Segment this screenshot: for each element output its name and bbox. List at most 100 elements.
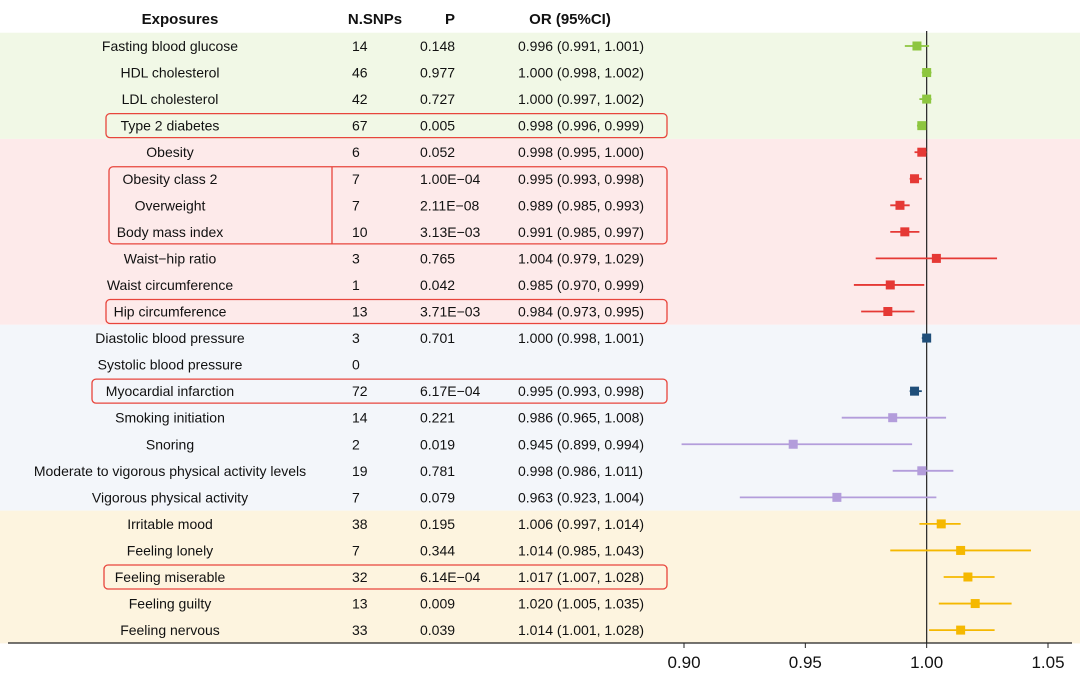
table-row: Moderate to vigorous physical activity l…: [34, 463, 643, 479]
point-estimate: [963, 572, 973, 582]
table-row: LDL cholesterol 42 0.727 1.000 (0.997, 1.00…: [122, 91, 644, 107]
header-or: OR (95%CI): [529, 11, 611, 28]
cell-p: 0.977: [420, 65, 455, 81]
point-estimate: [895, 200, 905, 210]
table-row: Diastolic blood pressure 3 0.701 1.000 (0.9…: [95, 330, 644, 346]
point-estimate: [885, 280, 895, 290]
cell-nsnps: 7: [352, 197, 360, 213]
table-rows: Fasting blood glucose 14 0.148 0.996 (0.991…: [34, 38, 644, 638]
cell-p: 0.344: [420, 542, 455, 558]
cell-p: 3.71E−03: [420, 304, 481, 320]
table-row: Feeling nervous 33 0.039 1.014 (1.001, 1.02…: [120, 622, 644, 638]
cell-nsnps: 2: [352, 436, 360, 452]
cell-or: 0.996 (0.991, 1.001): [518, 38, 644, 54]
header-exposures: Exposures: [142, 11, 219, 28]
table-row: Feeling guilty 13 0.009 1.020 (1.005, 1.035…: [129, 596, 644, 612]
cell-nsnps: 10: [352, 224, 368, 240]
cell-or: 1.020 (1.005, 1.035): [518, 596, 644, 612]
cell-nsnps: 42: [352, 91, 368, 107]
point-estimate: [970, 599, 980, 609]
point-estimate: [788, 439, 798, 449]
cell-nsnps: 1: [352, 277, 360, 293]
cell-nsnps: 14: [352, 38, 368, 54]
table-row: Waist circumference 1 0.042 0.985 (0.970, 0…: [107, 277, 644, 293]
cell-nsnps: 32: [352, 569, 368, 585]
cell-p: 0.042: [420, 277, 455, 293]
cell-nsnps: 46: [352, 65, 368, 81]
point-estimate: [883, 307, 893, 316]
cell-p: 0.221: [420, 410, 455, 426]
point-estimate: [917, 466, 927, 476]
cell-exposure: Type 2 diabetes: [121, 118, 220, 134]
cell-p: 0.148: [420, 38, 455, 54]
cell-or: 0.995 (0.993, 0.998): [518, 171, 644, 187]
cell-p: 0.195: [420, 516, 455, 532]
cell-p: 6.14E−04: [420, 569, 481, 585]
table-row: Feeling lonely 7 0.344 1.014 (0.985, 1.043): [127, 542, 644, 558]
point-estimate: [917, 121, 927, 131]
table-row: Snoring 2 0.019 0.945 (0.899, 0.994): [146, 436, 644, 452]
table-row: Hip circumference 13 3.71E−03 0.984 (0.973,…: [114, 304, 645, 320]
cell-or: 1.014 (1.001, 1.028): [518, 622, 644, 638]
highlight-box: [105, 113, 668, 139]
highlight-box: [105, 298, 668, 325]
point-estimate: [910, 174, 920, 184]
table-row: Vigorous physical activity 7 0.079 0.963 (0…: [92, 489, 644, 505]
point-estimate: [912, 41, 922, 51]
point-estimate: [832, 492, 842, 502]
cell-p: 6.17E−04: [420, 383, 481, 399]
cell-exposure: Hip circumference: [114, 304, 227, 320]
point-estimate: [917, 147, 927, 157]
cell-p: 0.052: [420, 144, 455, 160]
cell-nsnps: 3: [352, 250, 360, 266]
point-estimate: [922, 68, 932, 78]
cell-exposure: Moderate to vigorous physical activity l…: [34, 463, 306, 479]
point-estimate: [900, 227, 910, 237]
cell-exposure: Overweight: [135, 197, 206, 213]
cell-p: 1.00E−04: [420, 171, 481, 187]
cell-or: 0.998 (0.986, 1.011): [518, 463, 643, 479]
cell-nsnps: 13: [352, 596, 368, 612]
cell-exposure: Diastolic blood pressure: [95, 330, 245, 346]
x-tick-label: 1.05: [1031, 653, 1064, 672]
cell-exposure: Smoking initiation: [115, 410, 225, 426]
cell-exposure: Obesity class 2: [123, 171, 218, 187]
cell-or: 0.963 (0.923, 1.004): [518, 489, 644, 505]
cell-nsnps: 13: [352, 304, 368, 320]
cell-exposure: Systolic blood pressure: [98, 357, 243, 373]
cell-nsnps: 0: [352, 357, 360, 373]
group-band-glucose-lipids: [0, 32, 1080, 139]
cell-or: 1.014 (0.985, 1.043): [518, 542, 644, 558]
cell-exposure: Feeling nervous: [120, 622, 220, 638]
cell-or: 0.991 (0.985, 0.997): [518, 224, 644, 240]
table-row: Myocardial infarction 72 6.17E−04 0.995 (0.…: [106, 383, 644, 399]
x-axis: 0.90 0.95 1.00 1.05: [8, 31, 1072, 672]
point-estimate: [956, 625, 966, 635]
cell-or: 0.998 (0.995, 1.000): [518, 144, 644, 160]
cell-exposure: Fasting blood glucose: [102, 38, 238, 54]
table-row: Waist−hip ratio 3 0.765 1.004 (0.979, 1.029…: [124, 250, 644, 266]
cell-or: 0.945 (0.899, 0.994): [518, 436, 644, 452]
table-row: Type 2 diabetes 67 0.005 0.998 (0.996, 0.99…: [121, 118, 645, 134]
cell-exposure: Vigorous physical activity: [92, 489, 248, 505]
table-row: Obesity 6 0.052 0.998 (0.995, 1.000): [146, 144, 644, 160]
x-tick-label: 0.90: [667, 653, 700, 672]
cell-nsnps: 3: [352, 330, 360, 346]
header-p: P: [445, 11, 455, 28]
group-band-mood: [0, 510, 1080, 644]
cell-p: 0.781: [420, 463, 455, 479]
cell-or: 1.000 (0.998, 1.002): [518, 65, 644, 81]
cell-nsnps: 7: [352, 489, 360, 505]
table-row: Obesity class 2 7 1.00E−04 0.995 (0.993, 0.…: [123, 171, 645, 187]
cell-or: 0.985 (0.970, 0.999): [518, 277, 644, 293]
cell-exposure: Feeling guilty: [129, 596, 212, 612]
table-row: Irritable mood 38 0.195 1.006 (0.997, 1.014…: [127, 516, 644, 532]
cell-nsnps: 38: [352, 516, 368, 532]
cell-p: 0.079: [420, 489, 455, 505]
cell-or: 1.006 (0.997, 1.014): [518, 516, 644, 532]
point-estimate: [936, 519, 946, 529]
cell-exposure: Irritable mood: [127, 516, 213, 532]
cell-exposure: HDL cholesterol: [120, 65, 219, 81]
x-tick-label: 1.00: [910, 653, 943, 672]
cell-exposure: Feeling lonely: [127, 542, 213, 558]
